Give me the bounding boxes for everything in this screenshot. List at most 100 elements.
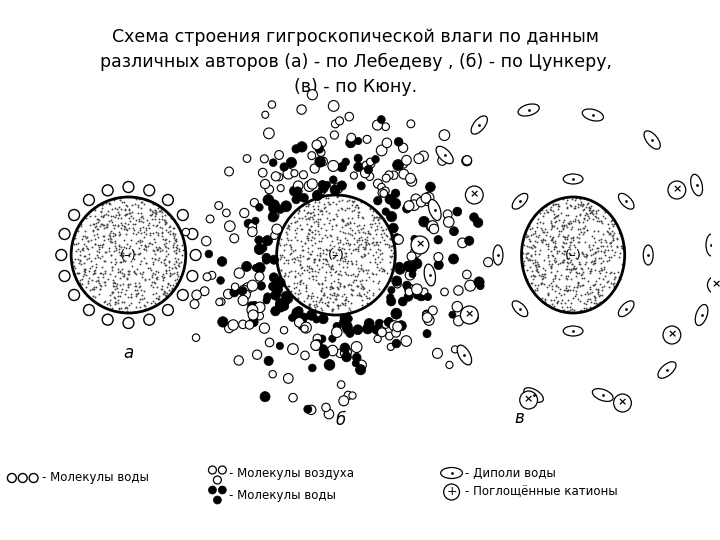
Point <box>616 260 628 268</box>
Point <box>533 280 544 289</box>
Point <box>360 292 372 301</box>
Point <box>114 292 126 300</box>
Circle shape <box>341 349 348 357</box>
Point <box>608 251 619 260</box>
Point <box>542 290 554 299</box>
Point <box>285 245 297 253</box>
Point <box>318 289 330 298</box>
Circle shape <box>260 392 270 402</box>
Point <box>523 221 535 230</box>
Point <box>572 215 584 224</box>
Point <box>96 241 108 249</box>
Point <box>348 197 359 205</box>
Point <box>592 289 603 298</box>
Circle shape <box>269 101 276 109</box>
Text: ×: × <box>618 397 627 408</box>
Circle shape <box>272 224 282 234</box>
Circle shape <box>324 409 334 419</box>
Circle shape <box>269 211 279 220</box>
Point <box>590 295 601 304</box>
Point <box>357 285 369 294</box>
Point <box>344 193 356 201</box>
Point <box>161 267 172 275</box>
Point <box>549 258 561 266</box>
Circle shape <box>372 156 379 163</box>
Point <box>131 286 143 295</box>
Point <box>596 286 608 294</box>
Point <box>334 279 346 287</box>
Point <box>541 231 552 239</box>
Point <box>87 226 99 235</box>
Point <box>331 233 343 241</box>
Point <box>123 208 135 217</box>
Point <box>545 206 557 214</box>
Point <box>86 275 98 284</box>
Point <box>306 228 318 237</box>
Point <box>136 228 148 237</box>
Point <box>153 244 164 253</box>
Circle shape <box>274 293 282 301</box>
Point <box>595 241 607 250</box>
Point <box>574 306 585 315</box>
Point <box>572 278 583 287</box>
Point <box>387 251 398 260</box>
Point <box>584 289 595 298</box>
Point <box>590 285 601 293</box>
Point <box>364 239 375 248</box>
Point <box>157 232 168 241</box>
Point <box>292 216 303 225</box>
Point <box>136 269 148 278</box>
Point <box>73 269 85 278</box>
Point <box>351 200 362 209</box>
Point <box>92 276 104 285</box>
Point <box>95 269 107 278</box>
Point <box>120 230 131 239</box>
Circle shape <box>243 154 251 163</box>
Point <box>97 240 109 248</box>
Point <box>91 247 103 255</box>
Point <box>366 219 378 228</box>
Point <box>384 234 396 243</box>
Point <box>116 306 127 315</box>
Point <box>523 235 535 244</box>
Circle shape <box>242 261 251 272</box>
Point <box>130 290 142 299</box>
Point <box>576 270 588 279</box>
Point <box>581 226 593 235</box>
Point <box>528 258 540 267</box>
Point <box>342 297 354 306</box>
Point <box>291 279 302 288</box>
Point <box>323 200 335 208</box>
Point <box>129 219 140 228</box>
Point <box>553 205 564 213</box>
Point <box>146 210 158 218</box>
Point <box>598 262 610 271</box>
Point <box>154 222 166 231</box>
Point <box>332 238 343 247</box>
Point <box>536 269 548 278</box>
Point <box>161 219 172 227</box>
Point <box>328 276 340 285</box>
Point <box>119 211 130 219</box>
Point <box>163 279 174 288</box>
Point <box>337 217 348 225</box>
Point <box>91 225 103 234</box>
Point <box>595 264 606 273</box>
Point <box>128 266 140 275</box>
Point <box>348 234 360 242</box>
Point <box>589 259 600 267</box>
Point <box>102 274 114 283</box>
Point <box>123 267 135 275</box>
Circle shape <box>203 273 211 281</box>
Point <box>301 208 312 217</box>
Point <box>326 284 338 293</box>
Point <box>134 248 145 257</box>
Point <box>112 205 123 213</box>
Point <box>598 241 609 250</box>
Ellipse shape <box>563 174 583 184</box>
Point <box>607 246 618 254</box>
Point <box>295 237 307 245</box>
Point <box>84 267 95 275</box>
Point <box>158 216 170 225</box>
Point <box>152 295 163 303</box>
